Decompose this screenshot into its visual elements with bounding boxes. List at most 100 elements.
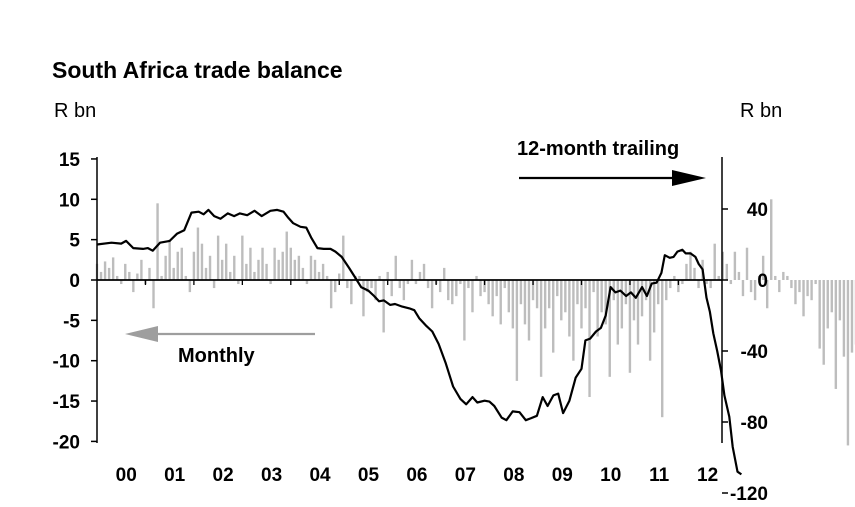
monthly-bar xyxy=(362,280,365,317)
monthly-bar xyxy=(673,275,676,280)
monthly-bar xyxy=(253,271,256,280)
monthly-bar xyxy=(487,280,490,305)
left-tick-label: -20 xyxy=(53,432,80,453)
monthly-bar xyxy=(152,280,155,309)
monthly-bar xyxy=(644,280,648,301)
monthly-bar xyxy=(576,280,579,305)
right-tick-label: -80 xyxy=(741,413,768,434)
monthly-bar xyxy=(826,280,829,329)
monthly-bar xyxy=(350,280,353,305)
monthly-bar xyxy=(677,280,680,293)
monthly-bar xyxy=(705,280,708,285)
monthly-bar xyxy=(212,280,216,289)
monthly-bar xyxy=(224,243,228,280)
left-tick-label: 10 xyxy=(59,190,80,211)
monthly-bar xyxy=(334,280,337,293)
monthly-bar xyxy=(681,280,684,285)
monthly-bar xyxy=(721,251,724,280)
right-axis-ticks: 40 0 -40 -80 -120 xyxy=(722,200,768,505)
monthly-bar xyxy=(798,280,801,293)
monthly-bar xyxy=(346,280,349,289)
monthly-bars xyxy=(95,199,855,446)
monthly-bar xyxy=(717,275,720,280)
monthly-bar xyxy=(329,280,333,309)
monthly-bar xyxy=(410,259,414,280)
monthly-bar xyxy=(374,280,377,301)
monthly-bar xyxy=(556,280,559,297)
monthly-bar xyxy=(313,259,317,280)
trailing-12-month-line xyxy=(96,208,743,476)
monthly-bar xyxy=(830,280,833,313)
monthly-bar xyxy=(620,280,624,329)
left-axis-ticks: 15 10 5 0 -5 -10 -15 -20 xyxy=(53,150,97,453)
monthly-bar xyxy=(543,280,547,329)
monthly-bar xyxy=(741,280,745,297)
monthly-bar xyxy=(600,280,603,313)
monthly-bar xyxy=(438,280,442,293)
monthly-bar xyxy=(164,255,167,280)
monthly-bar xyxy=(200,243,204,280)
monthly-bar xyxy=(245,263,248,280)
monthly-bar xyxy=(632,280,636,321)
monthly-bar xyxy=(265,263,268,280)
monthly-bar xyxy=(790,280,793,289)
monthly-bar xyxy=(765,280,769,309)
monthly-bar xyxy=(394,255,397,280)
x-axis-ticks: 00 01 02 03 04 05 06 07 08 09 10 11 12 xyxy=(116,280,718,486)
monthly-bar xyxy=(325,275,329,280)
monthly-bar xyxy=(386,271,389,280)
monthly-bar xyxy=(499,280,502,325)
left-tick-label: -15 xyxy=(53,392,81,413)
monthly-bar xyxy=(491,280,494,317)
monthly-bar xyxy=(511,280,515,329)
monthly-bar xyxy=(697,280,700,289)
monthly-bar xyxy=(301,267,305,280)
monthly-bar xyxy=(418,271,422,280)
monthly-bar xyxy=(289,247,292,280)
monthly-bar xyxy=(172,267,175,280)
left-tick-label: -5 xyxy=(63,311,80,332)
monthly-bar xyxy=(140,259,143,280)
monthly-bar xyxy=(572,280,575,361)
monthly-bar xyxy=(531,280,535,301)
monthly-bar xyxy=(842,280,846,357)
x-tick-label: 06 xyxy=(406,465,427,486)
monthly-bar xyxy=(168,239,171,280)
monthly-bar xyxy=(237,280,240,285)
monthly-bar xyxy=(103,261,107,280)
monthly-bar xyxy=(818,280,821,349)
right-tick-label: 0 xyxy=(757,271,768,292)
monthly-bar xyxy=(176,251,179,280)
monthly-bar xyxy=(725,263,729,280)
monthly-bar xyxy=(753,280,757,301)
monthly-bar xyxy=(507,280,511,313)
monthly-bar xyxy=(733,251,737,280)
monthly-bar xyxy=(192,251,196,280)
left-tick-label: 15 xyxy=(59,150,81,171)
monthly-bar xyxy=(297,255,301,280)
monthly-bar xyxy=(285,231,288,280)
monthly-bar xyxy=(568,280,571,337)
monthly-bar xyxy=(838,280,842,321)
monthly-bar xyxy=(128,271,131,280)
monthly-bar xyxy=(745,247,749,280)
monthly-bar xyxy=(293,259,297,280)
monthly-bar xyxy=(850,280,854,353)
monthly-bar xyxy=(584,280,587,309)
monthly-bar xyxy=(281,251,284,280)
monthly-bar xyxy=(810,280,813,301)
left-tick-label: 5 xyxy=(69,231,80,252)
monthly-bar xyxy=(713,243,716,280)
monthly-bar xyxy=(628,280,632,373)
monthly-bar xyxy=(596,280,599,337)
monthly-bar xyxy=(640,280,644,317)
monthly-bar xyxy=(523,280,527,325)
monthly-bar xyxy=(317,271,321,280)
monthly-bar xyxy=(233,255,236,280)
monthly-bar xyxy=(552,280,555,353)
monthly-bar xyxy=(806,280,809,297)
chart-title: South Africa trade balance xyxy=(52,57,343,83)
x-tick-label: 01 xyxy=(164,465,186,486)
monthly-bar xyxy=(669,280,672,289)
